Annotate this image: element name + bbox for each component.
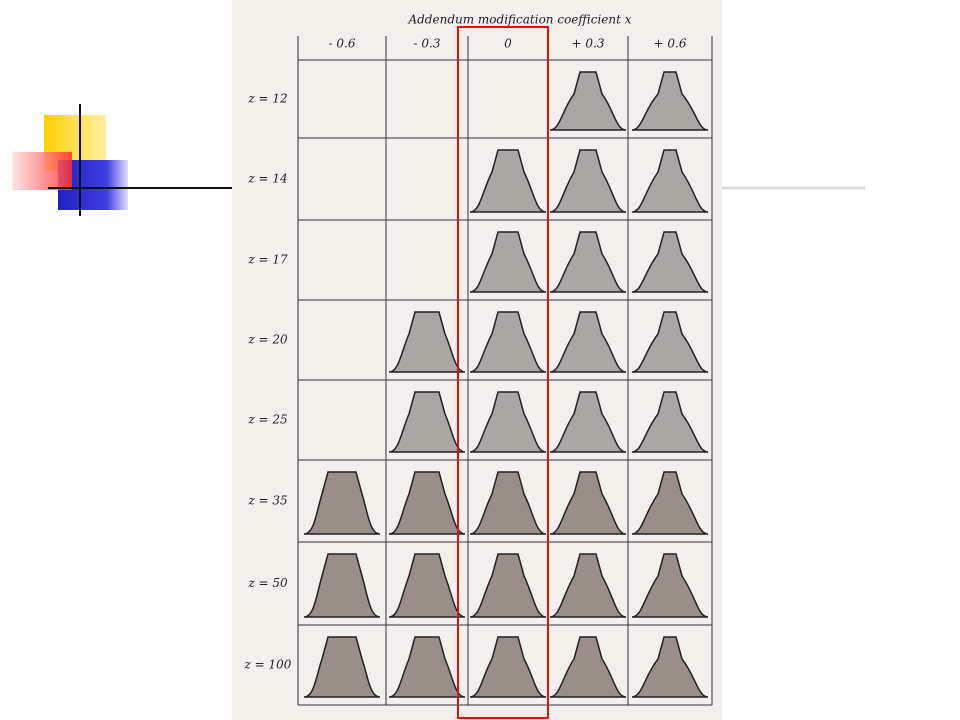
gear-tooth — [549, 391, 627, 453]
row-label: z = 14 — [247, 172, 287, 186]
gear-tooth — [469, 149, 547, 213]
highlight-box — [457, 26, 549, 719]
gear-tooth — [631, 71, 709, 131]
scan — [232, 0, 722, 720]
column-header: + 0.3 — [572, 37, 605, 51]
column-header: 0 — [504, 37, 512, 51]
gear-tooth — [631, 149, 709, 213]
gear-tooth — [303, 553, 381, 618]
gear-tooth — [469, 311, 547, 373]
gear-tooth — [549, 636, 627, 698]
gear-tooth — [549, 311, 627, 373]
gear-tooth — [469, 553, 547, 618]
gear-tooth — [631, 311, 709, 373]
gear-tooth — [469, 636, 547, 698]
gear-tooth — [549, 231, 627, 293]
table: Addendum modification coefficient x - 0.… — [244, 13, 713, 706]
gear-tooth — [303, 636, 381, 698]
column-header: + 0.6 — [654, 37, 687, 51]
gear-tooth — [303, 471, 381, 535]
gear-tooth — [469, 471, 547, 535]
row-label: z = 25 — [247, 413, 287, 427]
column-header: - 0.6 — [329, 37, 356, 51]
deco-square — [12, 152, 72, 190]
gear-tooth — [549, 149, 627, 213]
gear-tooth — [631, 391, 709, 453]
table-title: Addendum modification coefficient x — [407, 13, 631, 27]
column-header: - 0.3 — [414, 37, 441, 51]
row-label: z = 35 — [247, 494, 287, 508]
gear-tooth — [469, 231, 547, 293]
gear-tooth — [549, 553, 627, 618]
row-label: z = 17 — [247, 253, 288, 267]
row-label: z = 50 — [247, 576, 288, 590]
gear-tooth — [549, 471, 627, 535]
row-label: z = 100 — [244, 658, 292, 672]
row-label: z = 20 — [247, 333, 288, 347]
gear-tooth — [469, 391, 547, 453]
row-label: z = 12 — [247, 92, 287, 106]
gear-tooth — [631, 553, 709, 618]
gear-tooth — [549, 71, 627, 131]
gear-tooth — [631, 471, 709, 535]
gear-tooth — [631, 231, 709, 293]
gear-tooth — [631, 636, 709, 698]
